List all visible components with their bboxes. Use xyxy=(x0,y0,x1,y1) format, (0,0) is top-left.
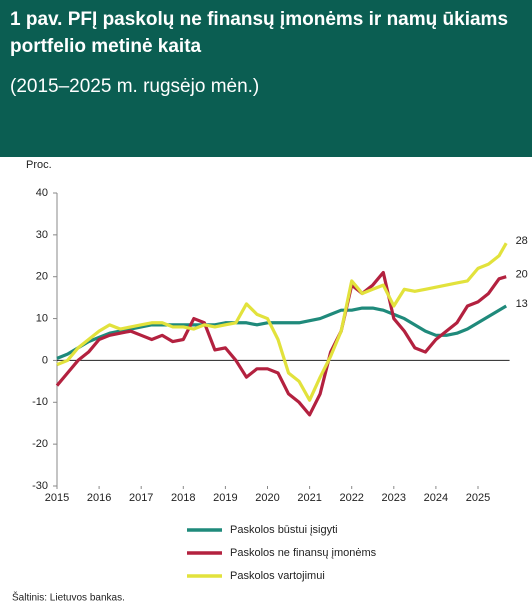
x-tick-label: 2019 xyxy=(213,492,237,504)
y-axis-label: Proc. xyxy=(26,159,52,171)
legend-label: Paskolos būstui įsigyti xyxy=(230,524,338,536)
series-line xyxy=(56,304,508,360)
end-label: 20 xyxy=(516,269,528,281)
x-tick-label: 2023 xyxy=(382,492,406,504)
x-tick-label: 2016 xyxy=(87,492,111,504)
chart-title: 1 pav. PFĮ paskolų ne finansų įmonėms ir… xyxy=(10,9,509,57)
y-tick-label: -20 xyxy=(32,438,48,450)
y-tick-label: 0 xyxy=(42,354,48,366)
y-tick-label: 20 xyxy=(36,271,48,283)
legend-label: Paskolos ne finansų įmonėms xyxy=(230,547,377,559)
x-tick-label: 2024 xyxy=(424,492,448,504)
end-label: 13 xyxy=(516,298,528,310)
y-tick-label: 30 xyxy=(36,229,48,241)
y-tick-label: -10 xyxy=(32,396,48,408)
x-tick-label: 2018 xyxy=(171,492,195,504)
x-tick-label: 2020 xyxy=(255,492,279,504)
x-tick-label: 2017 xyxy=(129,492,153,504)
header: 1 pav. PFĮ paskolų ne finansų įmonėms ir… xyxy=(0,0,532,157)
y-tick-label: 10 xyxy=(36,312,48,324)
legend-label: Paskolos vartojimui xyxy=(230,570,325,582)
x-tick-label: 2025 xyxy=(466,492,490,504)
end-label: 28 xyxy=(516,235,528,247)
chart-subtitle: (2015–2025 m. rugsėjo mėn.) xyxy=(10,76,260,97)
series-line xyxy=(56,242,508,402)
chart: Proc. Šaltinis: Lietuvos bankas. -30 -20 -… xyxy=(12,159,528,604)
y-tick-label: -30 xyxy=(32,480,48,492)
x-tick-label: 2015 xyxy=(45,492,69,504)
source: Šaltinis: Lietuvos bankas. xyxy=(12,591,125,604)
x-tick-label: 2022 xyxy=(339,492,363,504)
y-tick-label: 40 xyxy=(36,187,48,199)
series-line xyxy=(55,270,507,417)
x-tick-label: 2021 xyxy=(297,492,321,504)
